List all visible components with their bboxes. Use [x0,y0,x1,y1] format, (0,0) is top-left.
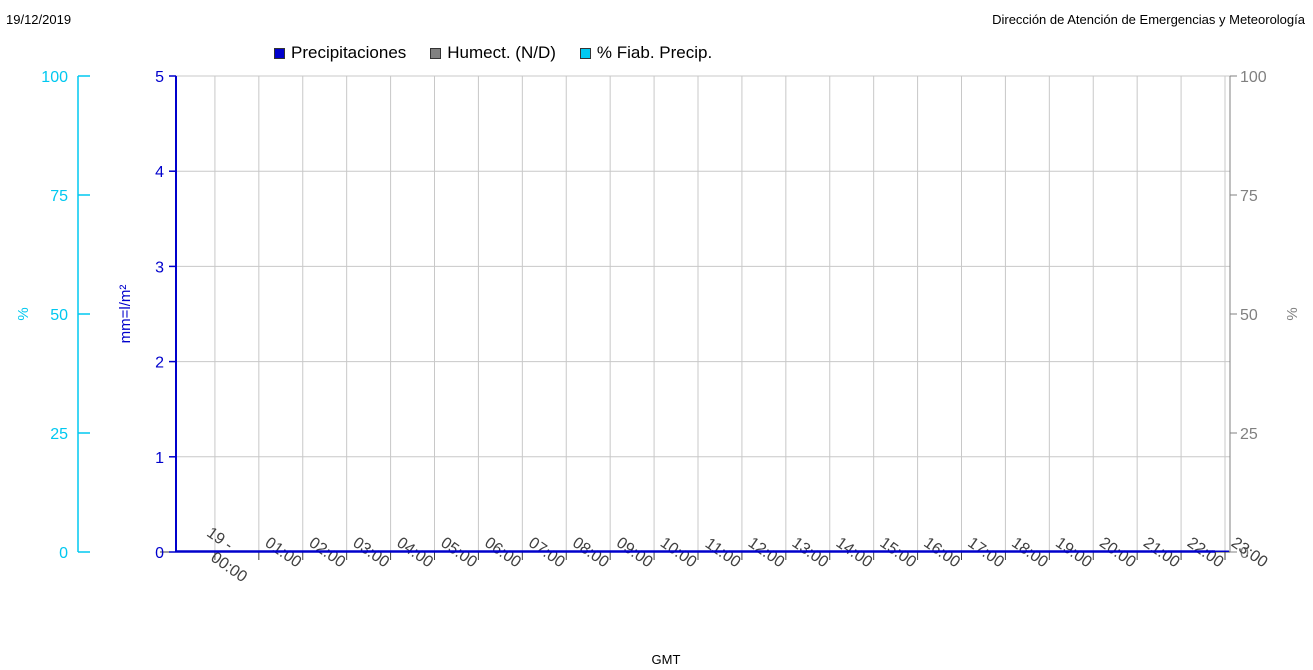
left-y-axis-title: mm=l/m² [117,285,134,344]
x-tick-label: 22:00 [1184,534,1227,571]
legend-label-precipitaciones: Precipitaciones [291,43,407,62]
far-left-y-tick-label: 100 [41,69,68,86]
chart-date: 19/12/2019 [6,12,72,27]
x-tick-label: 17:00 [964,534,1007,571]
right-y-tick-label: 0 [1240,545,1249,562]
organization-name: Dirección de Atención de Emergencias y M… [992,12,1305,27]
far-left-y-tick-label: 25 [50,426,68,443]
right-y-tick-label: 75 [1240,188,1258,205]
x-tick-label: 08:00 [569,534,612,571]
x-tick-label: 19:00 [1052,534,1095,571]
legend-item-humect: Humect. (N/D) [430,43,556,63]
x-tick-label-line: 00:00 [207,549,250,586]
chart-legend: Precipitaciones Humect. (N/D) % Fiab. Pr… [274,43,736,63]
left-y-tick-label: 2 [155,355,164,372]
right-y-axis-title: % [1284,307,1301,320]
legend-item-precipitaciones: Precipitaciones [274,43,406,63]
x-tick-label: 20:00 [1096,534,1139,571]
x-tick-label: 09:00 [613,534,656,571]
x-tick-label: 06:00 [481,534,524,571]
far-left-y-axis-title: % [15,307,32,320]
right-y-tick-label: 25 [1240,426,1258,443]
x-tick-label: 16:00 [920,534,963,571]
left-y-tick-label: 3 [155,259,164,276]
x-tick-label: 02:00 [306,534,349,571]
x-tick-label: 04:00 [393,534,436,571]
x-tick-label: 23:00 [1228,534,1271,571]
x-tick-label: 13:00 [789,534,832,571]
left-y-tick-label: 1 [155,450,164,467]
right-y-tick-label: 50 [1240,307,1258,324]
legend-swatch-humect [430,47,442,59]
left-y-tick-label: 4 [155,164,164,181]
x-tick-label: 14:00 [833,534,876,571]
x-tick-label: 07:00 [525,534,568,571]
x-tick-label: 01:00 [262,534,305,571]
x-tick-label: 21:00 [1140,534,1183,571]
x-tick-label: 11:00 [702,535,744,571]
x-tick-label: 03:00 [350,534,393,571]
right-y-tick-label: 100 [1240,69,1267,86]
x-tick-label: 12:00 [745,534,788,571]
legend-label-fiab: % Fiab. Precip. [596,43,713,62]
far-left-y-tick-label: 0 [59,545,68,562]
x-tick-label: 05:00 [437,534,480,571]
x-tick-label: 15:00 [877,534,920,571]
x-tick-label: 19 -00:00 [193,524,260,586]
legend-item-fiab: % Fiab. Precip. [579,43,713,63]
far-left-y-tick-label: 50 [50,307,68,324]
far-left-y-tick-label: 75 [50,188,68,205]
legend-swatch-fiab [579,47,591,59]
legend-label-humect: Humect. (N/D) [447,43,556,62]
x-axis-title: GMT [652,652,681,667]
left-y-tick-label: 5 [155,69,164,86]
left-y-tick-label: 0 [155,545,164,562]
legend-swatch-precipitaciones [274,47,285,59]
x-tick-label: 10:00 [657,534,700,571]
x-tick-label: 18:00 [1008,534,1051,571]
